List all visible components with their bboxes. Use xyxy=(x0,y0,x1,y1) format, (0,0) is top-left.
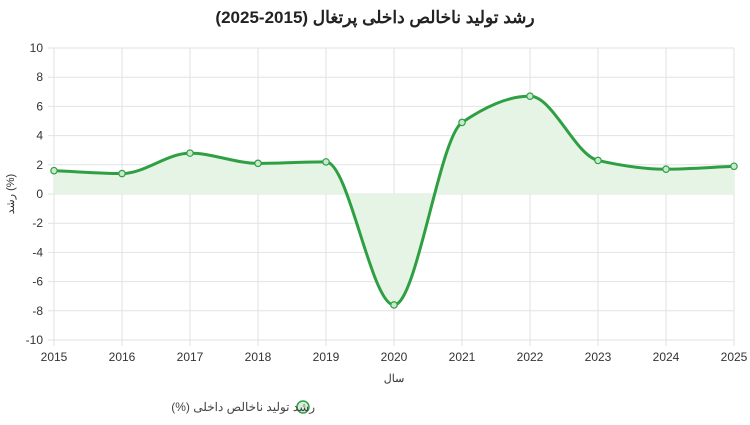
data-point-2021[interactable] xyxy=(458,118,466,127)
data-point-2015[interactable] xyxy=(50,166,58,175)
x-axis-ticks: 2015 2016 2017 2018 2019 2020 2021 2022 2023 2024… xyxy=(41,350,748,364)
data-point-2018[interactable] xyxy=(254,159,262,168)
data-point-2020[interactable] xyxy=(390,301,398,309)
x-tick-label-8: 2023 xyxy=(585,350,612,364)
x-tick-label-6: 2021 xyxy=(449,350,476,364)
data-point-2024[interactable] xyxy=(662,165,670,173)
legend-label[interactable]: رشد تولید ناخالص داخلی (%) xyxy=(171,400,315,414)
y-tick-label-0: -10 xyxy=(26,333,44,347)
x-tick-label-3: 2018 xyxy=(245,350,272,364)
y-axis-title: رشد (%) xyxy=(5,174,17,214)
x-tick-label-1: 2016 xyxy=(109,350,136,364)
data-points xyxy=(50,92,738,309)
x-axis-title: سال xyxy=(384,373,405,385)
y-tick-label-9: 8 xyxy=(36,70,43,84)
data-point-2022[interactable] xyxy=(526,92,534,100)
x-tick-label-9: 2024 xyxy=(653,350,680,364)
y-axis-ticks: -10 -8 -6 -4 -2 0 2 4 6 8 10 xyxy=(26,41,44,347)
data-point-2023[interactable] xyxy=(594,156,602,165)
y-tick-label-1: -8 xyxy=(32,304,43,318)
series-area-0 xyxy=(54,96,734,305)
data-point-2019[interactable] xyxy=(322,158,330,166)
x-tick-label-0: 2015 xyxy=(41,350,68,364)
data-point-2016[interactable] xyxy=(118,169,126,178)
y-tick-label-6: 2 xyxy=(36,158,43,172)
area-fill-layer xyxy=(54,96,734,305)
y-tick-label-4: -2 xyxy=(32,216,43,230)
x-tick-label-4: 2019 xyxy=(313,350,340,364)
x-tick-label-5: 2020 xyxy=(381,350,408,364)
y-tick-label-7: 4 xyxy=(36,129,43,143)
x-tick-label-2: 2017 xyxy=(177,350,204,364)
legend[interactable]: رشد تولید ناخالص داخلی (%) xyxy=(171,400,315,414)
y-tick-label-10: 10 xyxy=(30,41,44,55)
x-tick-label-7: 2022 xyxy=(517,350,544,364)
legend-marker[interactable] xyxy=(296,400,310,414)
y-tick-label-8: 6 xyxy=(36,99,43,113)
x-tick-label-10: 2025 xyxy=(721,350,748,364)
y-tick-label-2: -6 xyxy=(32,275,43,289)
y-tick-label-5: 0 xyxy=(36,187,43,201)
data-point-2025[interactable] xyxy=(730,162,738,171)
y-tick-label-3: -4 xyxy=(32,245,43,259)
chart-title: رشد تولید ناخالص داخلی پرتغال (2015-2025… xyxy=(215,8,534,28)
data-point-2017[interactable] xyxy=(186,149,194,157)
